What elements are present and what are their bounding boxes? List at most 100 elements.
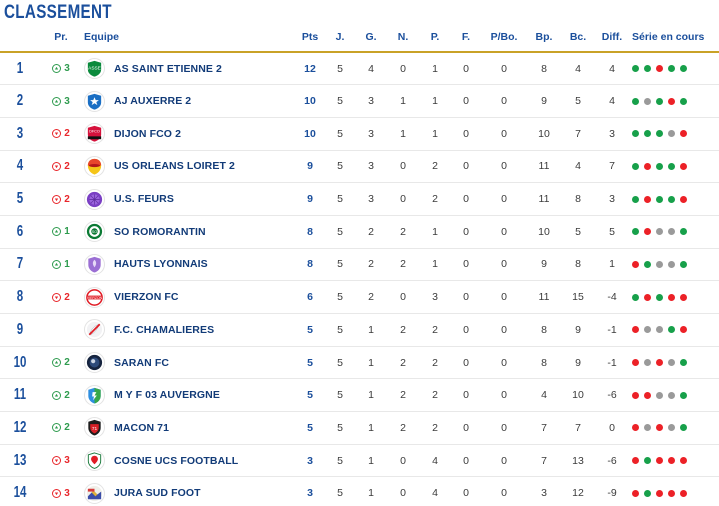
table-row[interactable]: 11 2 M Y F 03 AUVERGNE 5 5 1 2 2 0 0 4 10 -6 [0, 379, 719, 412]
movement-cell: 2 [40, 379, 82, 412]
team-name[interactable]: AJ AUXERRE 2 [114, 95, 192, 108]
team-name[interactable]: JURA SUD FOOT [114, 487, 201, 500]
col-header-diff[interactable]: Diff. [601, 31, 623, 43]
lost-value: 2 [432, 421, 438, 434]
team-cell[interactable]: U.S. FEURS [82, 183, 295, 216]
rank-cell: 11 [0, 379, 40, 412]
col-header-pts[interactable]: Pts [301, 31, 319, 43]
team-cell[interactable]: SARAN FC [82, 346, 295, 379]
form-dot-w [680, 65, 687, 73]
table-row[interactable]: 5 2 U.S. FEURS 9 5 3 0 2 0 0 11 8 3 [0, 183, 719, 216]
col-header-f[interactable]: F. [461, 31, 471, 43]
table-row[interactable]: 7 1 HAUTS LYONNAIS 8 5 2 2 1 0 0 9 8 1 [0, 248, 719, 281]
team-name[interactable]: M Y F 03 AUVERGNE [114, 389, 220, 402]
col-header-p[interactable]: P. [430, 31, 440, 43]
table-row[interactable]: 1 3 ASSE AS SAINT ETIENNE 2 12 5 4 0 1 0 0 8 4 4 [0, 52, 719, 85]
arrow-down-icon [52, 194, 62, 204]
col-header-pr[interactable]: Pr. [54, 31, 68, 43]
goal-diff-value: 4 [609, 95, 615, 108]
table-row[interactable]: 14 3 JURA SUD FOOT 3 5 1 0 4 0 0 3 12 -9 [0, 477, 719, 506]
team-cell[interactable]: F.C. CHAMALIERES [82, 314, 295, 347]
rank-cell: 2 [0, 85, 40, 118]
col-header-bc[interactable]: Bc. [569, 31, 587, 43]
team-cell[interactable]: SO SO ROMORANTIN [82, 215, 295, 248]
form-series [629, 457, 719, 465]
team-name[interactable]: SO ROMORANTIN [114, 225, 206, 238]
rank-cell: 3 [0, 117, 40, 150]
header-row: Pr. Equipe Pts J. G. N. P. F. P/Bo. Bp. … [0, 31, 719, 52]
team-cell[interactable]: VIERZON VIERZON FC [82, 281, 295, 314]
table-row[interactable]: 12 2 71 MACON 71 5 5 1 2 2 0 0 7 7 0 [0, 412, 719, 445]
won-value: 1 [368, 323, 374, 336]
drawn-value: 2 [400, 356, 406, 369]
movement-cell: 1 [40, 248, 82, 281]
col-header-g[interactable]: G. [365, 31, 377, 43]
team-cell[interactable]: DFCO DIJON FCO 2 [82, 117, 295, 150]
form-dot-w [632, 162, 639, 170]
movement-indicator: 2 [40, 194, 82, 205]
team-name[interactable]: U.S. FEURS [114, 193, 174, 206]
team-name[interactable]: US ORLEANS LOIRET 2 [114, 160, 235, 173]
won-value: 2 [368, 258, 374, 271]
series-cell [629, 477, 719, 506]
rank-value: 10 [13, 353, 27, 371]
forfeit-value: 0 [463, 454, 469, 467]
team-cell[interactable]: JURA SUD FOOT [82, 477, 295, 506]
arrow-down-icon [52, 456, 62, 466]
table-row[interactable]: 2 3 AJ AUXERRE 2 10 5 3 1 1 0 0 9 5 4 [0, 85, 719, 118]
penalty-bonus-value: 0 [501, 160, 507, 173]
team-name[interactable]: VIERZON FC [114, 291, 179, 304]
rank-cell: 5 [0, 183, 40, 216]
movement-cell: 3 [40, 85, 82, 118]
drawn-value: 0 [400, 487, 406, 500]
table-row[interactable]: 13 3 COSNE UCS FOOTBALL 3 5 1 0 4 0 0 7 13 -6 [0, 444, 719, 477]
team-cell[interactable]: COSNE UCS FOOTBALL [82, 444, 295, 477]
team-name[interactable]: DIJON FCO 2 [114, 127, 182, 140]
goals-for-value: 10 [538, 225, 550, 238]
team-cell[interactable]: US ORLEANS LOIRET 2 [82, 150, 295, 183]
team-cell[interactable]: HAUTS LYONNAIS [82, 248, 295, 281]
team-name[interactable]: HAUTS LYONNAIS [114, 258, 208, 271]
movement-cell: 2 [40, 183, 82, 216]
movement-value: 1 [64, 226, 70, 238]
col-header-n[interactable]: N. [397, 31, 409, 43]
won-value: 1 [368, 356, 374, 369]
team-name[interactable]: MACON 71 [114, 421, 170, 434]
movement-cell: 2 [40, 281, 82, 314]
points-value: 3 [307, 454, 313, 467]
form-series [629, 391, 719, 399]
team-name[interactable]: F.C. CHAMALIERES [114, 323, 215, 336]
col-header-bp[interactable]: Bp. [535, 31, 553, 43]
table-row[interactable]: 10 2 SARAN FC 5 5 1 2 2 0 0 8 9 -1 [0, 346, 719, 379]
goal-diff-value: -4 [607, 291, 617, 304]
team-cell[interactable]: M Y F 03 AUVERGNE [82, 379, 295, 412]
form-dot-l [668, 457, 675, 465]
team-cell[interactable]: ASSE AS SAINT ETIENNE 2 [82, 52, 295, 85]
movement-value: 2 [64, 128, 70, 140]
team-cell[interactable]: AJ AUXERRE 2 [82, 85, 295, 118]
movement-value: 3 [64, 455, 70, 467]
col-header-pbo[interactable]: P/Bo. [490, 31, 518, 43]
table-row[interactable]: 3 2 DFCO DIJON FCO 2 10 5 3 1 1 0 0 10 7 3 [0, 117, 719, 151]
form-dot-w [680, 260, 687, 268]
table-row[interactable]: 8 2 VIERZON VIERZON FC 6 5 2 0 3 0 0 11 15 -4 [0, 281, 719, 314]
table-row[interactable]: 4 2 US ORLEANS LOIRET 2 9 5 3 0 2 0 0 11 4 7 [0, 150, 719, 183]
col-header-j[interactable]: J. [335, 31, 345, 43]
rank-cell: 12 [0, 412, 40, 445]
table-row[interactable]: 6 1 SO SO ROMORANTIN 8 5 2 2 1 0 0 10 5 5 [0, 215, 719, 249]
played-value: 5 [337, 487, 343, 500]
team-name[interactable]: SARAN FC [114, 356, 170, 369]
table-body: 1 3 ASSE AS SAINT ETIENNE 2 12 5 4 0 1 0 0 8 4 4 2 3 AJ … [0, 52, 719, 506]
table-row[interactable]: 9 F.C. CHAMALIERES 5 5 1 2 2 0 0 8 9 -1 [0, 314, 719, 347]
movement-cell: 2 [40, 412, 82, 445]
points-value: 5 [307, 421, 313, 434]
team-name[interactable]: COSNE UCS FOOTBALL [114, 454, 239, 467]
rank-value: 12 [13, 418, 27, 436]
goals-for-value: 11 [538, 291, 550, 304]
team-cell[interactable]: 71 MACON 71 [82, 412, 295, 445]
team-name[interactable]: AS SAINT ETIENNE 2 [114, 62, 222, 75]
penalty-bonus-value: 0 [501, 193, 507, 206]
penalty-bonus-value: 0 [501, 62, 507, 75]
rank-value: 9 [16, 320, 24, 338]
col-header-team[interactable]: Equipe [84, 31, 120, 43]
